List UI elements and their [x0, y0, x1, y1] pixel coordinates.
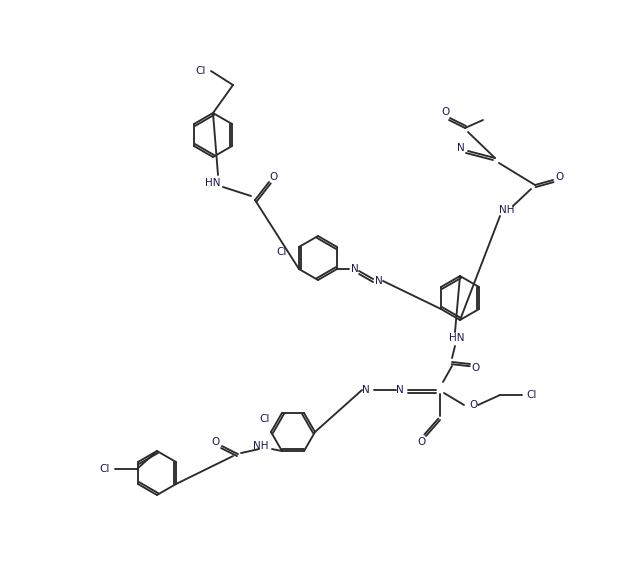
Text: Cl: Cl — [527, 390, 537, 400]
Text: N: N — [396, 385, 404, 395]
Text: Cl: Cl — [196, 66, 206, 76]
Text: HN: HN — [449, 333, 465, 343]
Text: NH: NH — [253, 441, 269, 451]
Text: Cl: Cl — [100, 464, 110, 474]
Text: Cl: Cl — [260, 414, 270, 424]
Text: N: N — [457, 143, 465, 153]
Text: O: O — [472, 363, 480, 373]
Text: O: O — [441, 107, 449, 117]
Text: Cl: Cl — [276, 247, 287, 257]
Text: O: O — [555, 172, 563, 182]
Text: NH: NH — [499, 205, 515, 215]
Text: O: O — [470, 400, 478, 410]
Text: N: N — [351, 264, 359, 274]
Text: O: O — [211, 437, 219, 447]
Text: O: O — [269, 172, 277, 182]
Text: HN: HN — [205, 178, 221, 188]
Text: O: O — [418, 437, 426, 447]
Text: N: N — [362, 385, 370, 395]
Text: N: N — [375, 276, 383, 286]
